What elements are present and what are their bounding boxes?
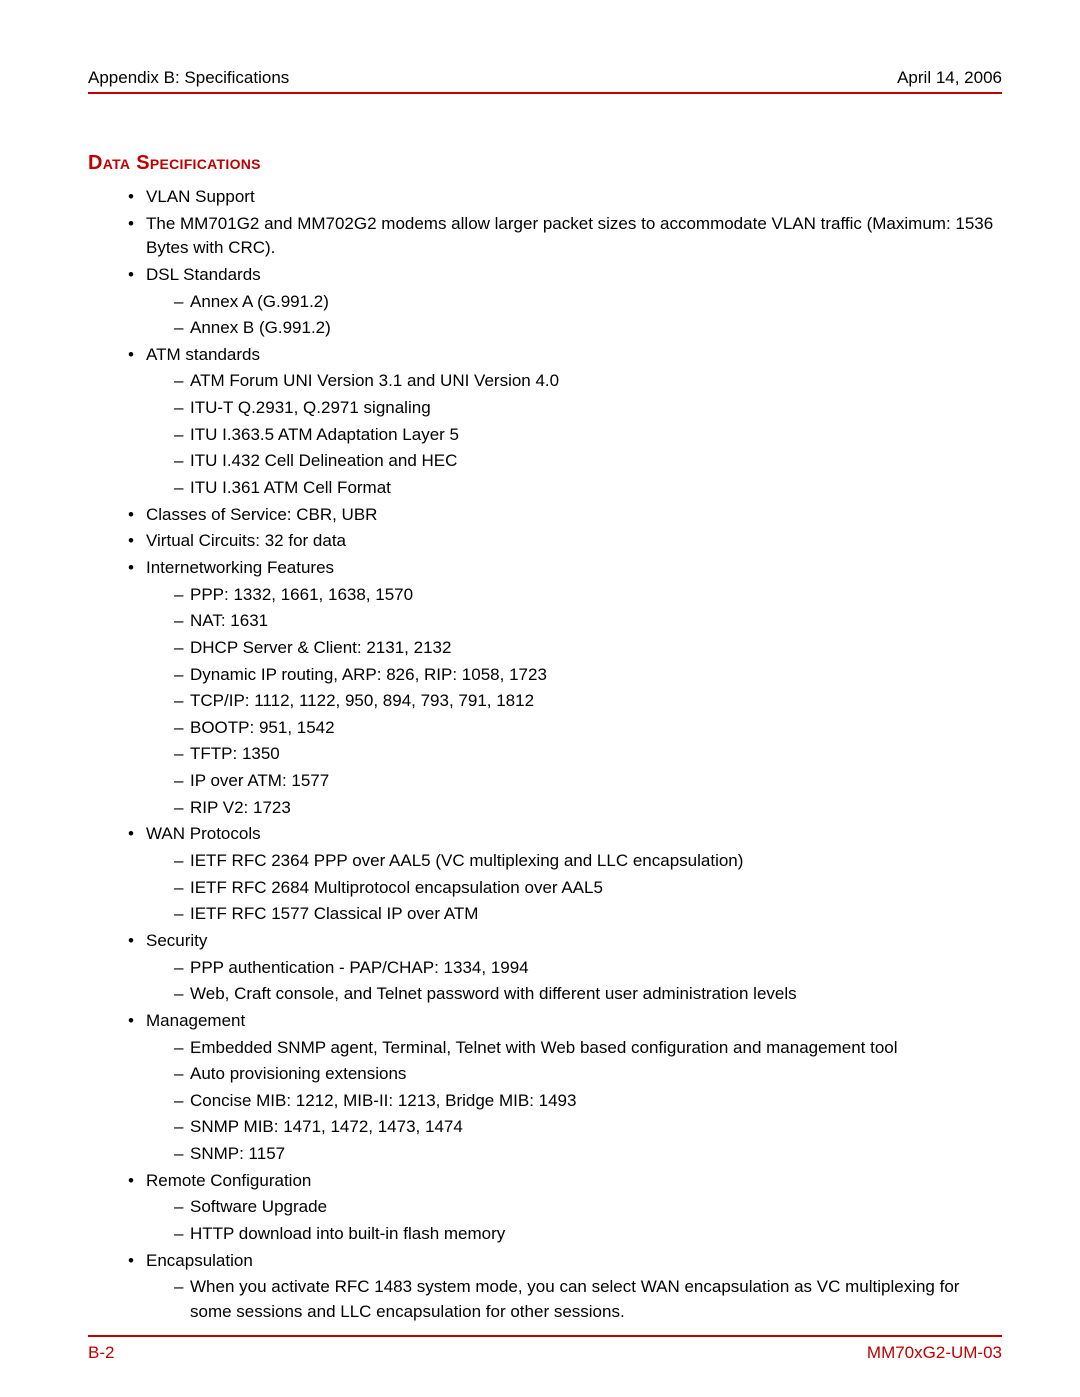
- list-item-text: Classes of Service: CBR, UBR: [146, 505, 377, 524]
- sub-list-item: Auto provisioning extensions: [174, 1062, 1002, 1087]
- sub-list-item: DHCP Server & Client: 2131, 2132: [174, 636, 1002, 661]
- list-item: Encapsulation When you activate RFC 1483 …: [128, 1249, 1002, 1325]
- list-item-text: Remote Configuration: [146, 1171, 311, 1190]
- sub-list-item: ITU I.363.5 ATM Adaptation Layer 5: [174, 423, 1002, 448]
- page-footer: B-2 MM70xG2-UM-03: [88, 1343, 1002, 1363]
- list-item-text: VLAN Support: [146, 187, 255, 206]
- sub-list-item: Concise MIB: 1212, MIB-II: 1213, Bridge …: [174, 1089, 1002, 1114]
- sub-list-item: PPP: 1332, 1661, 1638, 1570: [174, 583, 1002, 608]
- sub-list: IETF RFC 2364 PPP over AAL5 (VC multiple…: [174, 849, 1002, 927]
- sub-list-item: RIP V2: 1723: [174, 796, 1002, 821]
- sub-list-item: ITU-T Q.2931, Q.2971 signaling: [174, 396, 1002, 421]
- list-item-text: The MM701G2 and MM702G2 modems allow lar…: [146, 214, 993, 258]
- list-item: Internetworking Features PPP: 1332, 1661,…: [128, 556, 1002, 820]
- list-item: DSL Standards Annex A (G.991.2)Annex B (G…: [128, 263, 1002, 341]
- sub-list-item: Annex A (G.991.2): [174, 290, 1002, 315]
- list-item: VLAN Support: [128, 185, 1002, 210]
- list-item-text: Internetworking Features: [146, 558, 334, 577]
- list-item: ATM standards ATM Forum UNI Version 3.1 a…: [128, 343, 1002, 501]
- sub-list-item: ATM Forum UNI Version 3.1 and UNI Versio…: [174, 369, 1002, 394]
- list-item: The MM701G2 and MM702G2 modems allow lar…: [128, 212, 1002, 261]
- sub-list-item: Web, Craft console, and Telnet password …: [174, 982, 1002, 1007]
- list-item: Virtual Circuits: 32 for data: [128, 529, 1002, 554]
- sub-list-item: Software Upgrade: [174, 1195, 1002, 1220]
- sub-list-item: TCP/IP: 1112, 1122, 950, 894, 793, 791, …: [174, 689, 1002, 714]
- list-item: Remote Configuration Software UpgradeHTTP…: [128, 1169, 1002, 1247]
- list-item: Classes of Service: CBR, UBR: [128, 503, 1002, 528]
- footer-rule: [88, 1335, 1002, 1337]
- sub-list-item: IETF RFC 2684 Multiprotocol encapsulatio…: [174, 876, 1002, 901]
- list-item: Management Embedded SNMP agent, Terminal,…: [128, 1009, 1002, 1167]
- sub-list-item: ITU I.432 Cell Delineation and HEC: [174, 449, 1002, 474]
- sub-list-item: Embedded SNMP agent, Terminal, Telnet wi…: [174, 1036, 1002, 1061]
- sub-list: PPP: 1332, 1661, 1638, 1570NAT: 1631DHCP…: [174, 583, 1002, 821]
- list-item-text: Management: [146, 1011, 245, 1030]
- list-item: Security PPP authentication - PAP/CHAP: 1…: [128, 929, 1002, 1007]
- sub-list-item: HTTP download into built-in flash memory: [174, 1222, 1002, 1247]
- sub-list-item: Annex B (G.991.2): [174, 316, 1002, 341]
- sub-list: PPP authentication - PAP/CHAP: 1334, 199…: [174, 956, 1002, 1007]
- sub-list-item: PPP authentication - PAP/CHAP: 1334, 199…: [174, 956, 1002, 981]
- sub-list: ATM Forum UNI Version 3.1 and UNI Versio…: [174, 369, 1002, 500]
- sub-list-item: IETF RFC 2364 PPP over AAL5 (VC multiple…: [174, 849, 1002, 874]
- list-item-text: Security: [146, 931, 207, 950]
- sub-list-item: ITU I.361 ATM Cell Format: [174, 476, 1002, 501]
- sub-list-item: NAT: 1631: [174, 609, 1002, 634]
- sub-list-item: BOOTP: 951, 1542: [174, 716, 1002, 741]
- sub-list-item: SNMP: 1157: [174, 1142, 1002, 1167]
- spec-list: VLAN Support The MM701G2 and MM702G2 mode…: [128, 185, 1002, 1325]
- footer-left: B-2: [88, 1343, 114, 1363]
- header-right: April 14, 2006: [897, 68, 1002, 88]
- sub-list-item: IP over ATM: 1577: [174, 769, 1002, 794]
- sub-list: Software UpgradeHTTP download into built…: [174, 1195, 1002, 1246]
- list-item: WAN Protocols IETF RFC 2364 PPP over AAL5…: [128, 822, 1002, 927]
- page-header: Appendix B: Specifications April 14, 200…: [88, 68, 1002, 94]
- sub-list-item: IETF RFC 1577 Classical IP over ATM: [174, 902, 1002, 927]
- sub-list: When you activate RFC 1483 system mode, …: [174, 1275, 1002, 1324]
- list-item-text: DSL Standards: [146, 265, 261, 284]
- footer-right: MM70xG2-UM-03: [867, 1343, 1002, 1363]
- list-item-text: ATM standards: [146, 345, 260, 364]
- sub-list-item: Dynamic IP routing, ARP: 826, RIP: 1058,…: [174, 663, 1002, 688]
- sub-list-item: TFTP: 1350: [174, 742, 1002, 767]
- list-item-text: Encapsulation: [146, 1251, 253, 1270]
- section-title: Data Specifications: [88, 152, 1002, 175]
- sub-list: Embedded SNMP agent, Terminal, Telnet wi…: [174, 1036, 1002, 1167]
- header-left: Appendix B: Specifications: [88, 68, 289, 88]
- page: Appendix B: Specifications April 14, 200…: [0, 0, 1080, 1397]
- sub-list-item: When you activate RFC 1483 system mode, …: [174, 1275, 1002, 1324]
- list-item-text: WAN Protocols: [146, 824, 261, 843]
- sub-list-item: SNMP MIB: 1471, 1472, 1473, 1474: [174, 1115, 1002, 1140]
- list-item-text: Virtual Circuits: 32 for data: [146, 531, 346, 550]
- sub-list: Annex A (G.991.2)Annex B (G.991.2): [174, 290, 1002, 341]
